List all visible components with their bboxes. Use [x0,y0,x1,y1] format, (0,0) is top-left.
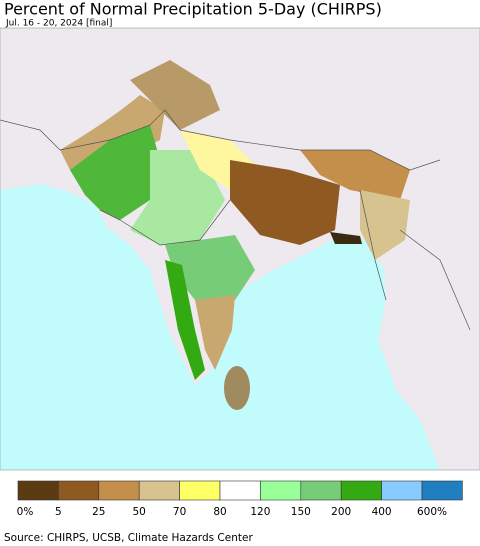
legend-swatch [300,480,342,501]
ocean [0,184,440,470]
bengal-coast [330,232,362,244]
west-coast-green [165,260,205,380]
legend-label: 120 [250,506,270,518]
northeast [360,190,410,260]
borders [0,109,471,331]
legend-swatch [340,480,382,501]
pakistan-north [60,95,165,170]
rajasthan [130,150,225,245]
legend-label: 150 [291,506,311,518]
subtitle: Jul. 16 - 20, 2024 [final] [5,19,112,29]
legend-swatch [138,480,180,501]
source: Source: CHIRPS, UCSB, Climate Hazards Ce… [4,532,253,544]
legend-swatch [17,480,59,501]
legend-label: 25 [92,506,105,518]
legend-swatch [98,480,140,501]
kashmir [130,60,220,130]
pakistan-green [70,125,160,220]
legend-label: 5 [55,506,62,518]
legend-label: 80 [213,506,226,518]
legend-swatch [58,480,100,501]
east-tan [300,150,410,200]
legend-label: 400 [372,506,392,518]
legend-label: 200 [331,506,351,518]
legend-swatch [381,480,423,501]
legend-swatch [219,480,261,501]
legend-label: 70 [173,506,186,518]
central-brown [230,160,340,245]
map-frame [0,27,480,471]
sri-lanka [224,366,250,410]
title: Percent of Normal Precipitation 5-Day (C… [4,0,382,19]
legend-label: 50 [133,506,146,518]
south-tan [195,295,235,370]
legend-swatch [260,480,302,501]
central-green [165,235,255,300]
legend-label: 0% [17,506,34,518]
legend-swatch [179,480,221,501]
legend-label: 600% [417,506,447,518]
legend-swatch [421,480,463,501]
legend: 0% 5 25 50 70 80 120 150 200 400 600% [17,480,463,518]
